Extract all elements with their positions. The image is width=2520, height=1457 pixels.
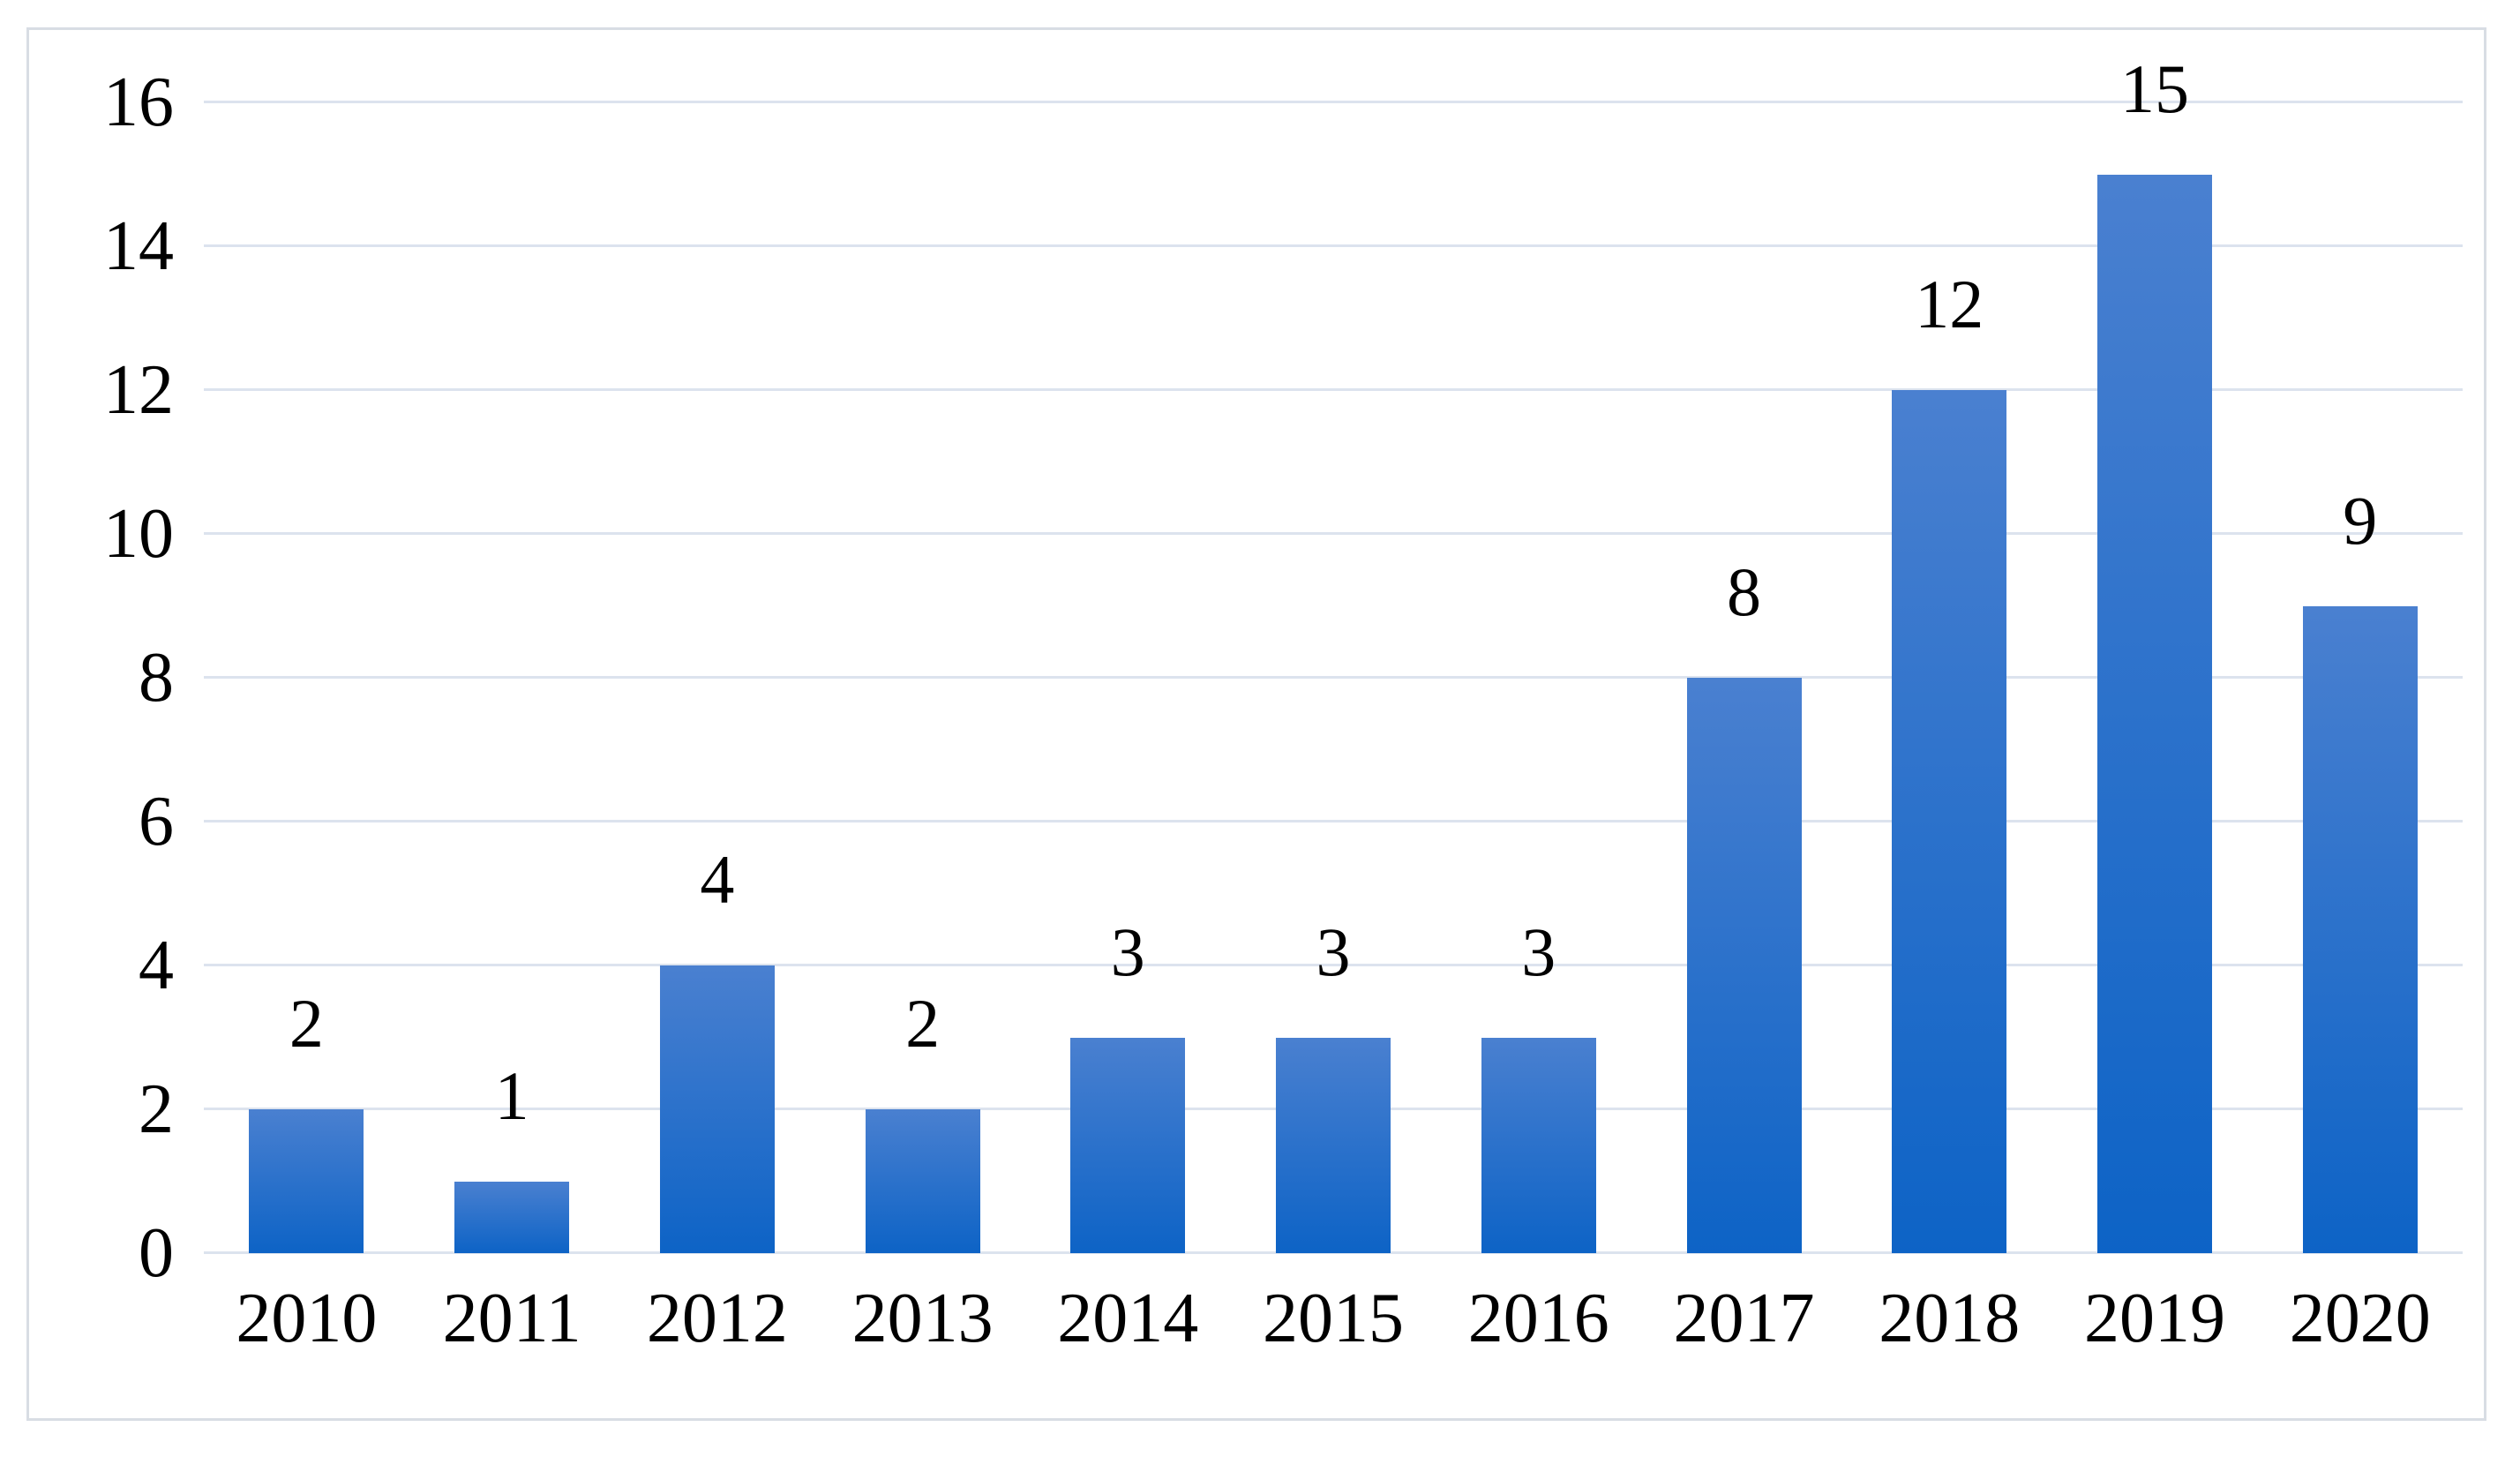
chart-frame: 0 2 4 6 8 10 12 14 16 2 1 4 2 3 3 3 8 12 15 9 2010 2011 2012… xyxy=(26,27,2486,1421)
bar-slot-2015: 3 xyxy=(1231,102,1436,1253)
y-axis-tick-label-16: 16 xyxy=(103,64,174,141)
bar-value-label-2011: 1 xyxy=(494,1056,529,1134)
bar-value-label-2014: 3 xyxy=(1110,913,1145,990)
x-axis-tick-label-2013: 2013 xyxy=(851,1280,994,1357)
y-axis-tick-label-14: 14 xyxy=(103,207,174,285)
x-axis-tick-label-2010: 2010 xyxy=(236,1280,378,1357)
x-axis-tick-label-2017: 2017 xyxy=(1673,1280,1815,1357)
bar-value-label-2016: 3 xyxy=(1521,913,1556,990)
bar-2012 xyxy=(659,965,775,1253)
x-axis-tick-label-2014: 2014 xyxy=(1057,1280,1199,1357)
bar-2019 xyxy=(2096,174,2212,1253)
bar-value-label-2015: 3 xyxy=(1316,913,1351,990)
y-axis-tick-label-6: 6 xyxy=(139,783,174,860)
bar-slot-2017: 8 xyxy=(1641,102,1847,1253)
bar-slot-2012: 4 xyxy=(614,102,820,1253)
x-axis-tick-label-2011: 2011 xyxy=(442,1280,581,1357)
gridline-y-4 xyxy=(204,964,2463,966)
bar-2010 xyxy=(249,1109,364,1253)
bar-slot-2018: 12 xyxy=(1847,102,2052,1253)
gridline-y-12 xyxy=(204,388,2463,391)
bar-slot-2019: 15 xyxy=(2052,54,2258,1253)
bar-slot-2016: 3 xyxy=(1436,102,1641,1253)
bar-value-label-2013: 2 xyxy=(905,985,941,1062)
bar-2014 xyxy=(1070,1037,1186,1253)
y-axis-tick-label-12: 12 xyxy=(103,351,174,429)
x-axis-tick-label-2012: 2012 xyxy=(646,1280,788,1357)
x-axis-tick-label-2019: 2019 xyxy=(2083,1280,2225,1357)
bar-2015 xyxy=(1276,1037,1391,1253)
bars-layer: 2 1 4 2 3 3 3 8 12 15 9 xyxy=(204,54,2463,1253)
x-axis-tick-label-2018: 2018 xyxy=(1879,1280,2021,1357)
bar-value-label-2010: 2 xyxy=(289,985,324,1062)
bar-2016 xyxy=(1481,1037,1596,1253)
gridline-y-14 xyxy=(204,244,2463,247)
bar-2011 xyxy=(454,1181,570,1253)
plot-area: 0 2 4 6 8 10 12 14 16 2 1 4 2 3 3 3 8 12 15 9 2010 2011 2012… xyxy=(103,54,2463,1354)
y-axis-tick-label-10: 10 xyxy=(103,495,174,573)
x-axis-tick-label-2020: 2020 xyxy=(2289,1280,2431,1357)
y-axis-tick-label-0: 0 xyxy=(139,1214,174,1292)
x-axis-tick-label-2016: 2016 xyxy=(1467,1280,1609,1357)
bar-value-label-2019: 15 xyxy=(2119,49,2189,127)
bar-slot-2014: 3 xyxy=(1025,102,1231,1253)
y-axis-tick-label-2: 2 xyxy=(139,1070,174,1148)
y-axis-tick-label-8: 8 xyxy=(139,639,174,717)
bar-2018 xyxy=(1892,390,2007,1253)
bar-2020 xyxy=(2302,605,2418,1253)
bar-2017 xyxy=(1686,678,1802,1253)
bar-value-label-2017: 8 xyxy=(1727,553,1761,630)
gridline-y-10 xyxy=(204,532,2463,535)
bar-slot-2020: 9 xyxy=(2257,102,2463,1253)
x-axis-tick-label-2015: 2015 xyxy=(1263,1280,1405,1357)
y-axis-tick-label-4: 4 xyxy=(139,927,174,1004)
x-axis-tick-labels: 2010 2011 2012 2013 2014 2015 2016 2017 2018 2019… xyxy=(204,1283,2463,1354)
gridline-y-8 xyxy=(204,676,2463,679)
bar-slot-2011: 1 xyxy=(409,102,615,1253)
bar-slot-2013: 2 xyxy=(820,102,1025,1253)
bar-2013 xyxy=(865,1109,980,1253)
bar-value-label-2018: 12 xyxy=(1915,266,1984,342)
gridline-y-6 xyxy=(204,820,2463,822)
bar-value-label-2020: 9 xyxy=(2343,481,2378,559)
gridline-y-16 xyxy=(204,101,2463,103)
bar-value-label-2012: 4 xyxy=(700,841,735,918)
bar-slot-2010: 2 xyxy=(204,102,409,1253)
